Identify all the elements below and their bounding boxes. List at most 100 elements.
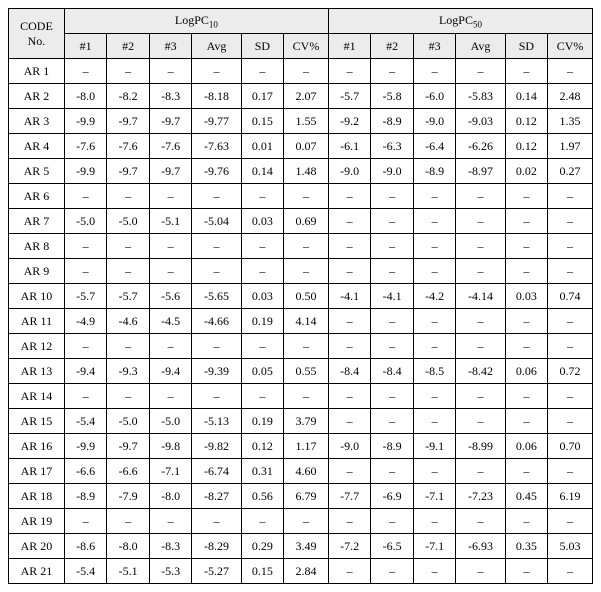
cell-code: AR 14 bbox=[9, 384, 65, 409]
cell-value: – bbox=[505, 459, 548, 484]
cell-value: – bbox=[413, 209, 456, 234]
cell-value: 1.35 bbox=[548, 109, 593, 134]
cell-value: – bbox=[192, 509, 241, 534]
cell-value: -7.1 bbox=[413, 534, 456, 559]
cell-code: AR 20 bbox=[9, 534, 65, 559]
cell-value: -4.14 bbox=[456, 284, 505, 309]
cell-value: – bbox=[505, 59, 548, 84]
cell-value: -9.77 bbox=[192, 109, 241, 134]
header-sub-pc50-2: #2 bbox=[371, 34, 414, 59]
cell-value: 0.12 bbox=[505, 109, 548, 134]
cell-value: – bbox=[548, 509, 593, 534]
header-sub-pc50-3: #3 bbox=[413, 34, 456, 59]
cell-value: 0.02 bbox=[505, 159, 548, 184]
cell-value: 0.17 bbox=[241, 84, 284, 109]
cell-value: 0.35 bbox=[505, 534, 548, 559]
cell-value: 0.12 bbox=[505, 134, 548, 159]
cell-value: – bbox=[456, 459, 505, 484]
cell-value: – bbox=[413, 234, 456, 259]
table-row: AR 3-9.9-9.7-9.7-9.770.151.55-9.2-8.9-9.… bbox=[9, 109, 593, 134]
cell-value: -8.4 bbox=[371, 359, 414, 384]
cell-value: -8.9 bbox=[371, 109, 414, 134]
cell-value: -8.0 bbox=[149, 484, 192, 509]
cell-value: -9.9 bbox=[64, 434, 107, 459]
cell-value: -8.9 bbox=[64, 484, 107, 509]
cell-value: -5.3 bbox=[149, 559, 192, 584]
cell-code: AR 21 bbox=[9, 559, 65, 584]
table-row: AR 1–––––––––––– bbox=[9, 59, 593, 84]
cell-value: 0.19 bbox=[241, 309, 284, 334]
cell-value: – bbox=[149, 509, 192, 534]
cell-value: – bbox=[505, 409, 548, 434]
cell-value: -8.0 bbox=[107, 534, 150, 559]
cell-value: – bbox=[456, 309, 505, 334]
cell-value: – bbox=[149, 234, 192, 259]
header-group-logpc50: LogPC50 bbox=[328, 9, 592, 34]
cell-value: – bbox=[413, 184, 456, 209]
cell-value: 0.72 bbox=[548, 359, 593, 384]
cell-value: 0.19 bbox=[241, 409, 284, 434]
cell-value: – bbox=[284, 334, 329, 359]
cell-value: 0.14 bbox=[505, 84, 548, 109]
cell-value: – bbox=[548, 384, 593, 409]
cell-code: AR 10 bbox=[9, 284, 65, 309]
cell-value: 0.50 bbox=[284, 284, 329, 309]
cell-value: 0.45 bbox=[505, 484, 548, 509]
table-row: AR 18-8.9-7.9-8.0-8.270.566.79-7.7-6.9-7… bbox=[9, 484, 593, 509]
cell-code: AR 3 bbox=[9, 109, 65, 134]
cell-value: 0.03 bbox=[505, 284, 548, 309]
cell-value: 3.79 bbox=[284, 409, 329, 434]
cell-value: 0.15 bbox=[241, 559, 284, 584]
header-subrow: #1#2#3AvgSDCV%#1#2#3AvgSDCV% bbox=[9, 34, 593, 59]
cell-value: – bbox=[328, 59, 371, 84]
cell-value: – bbox=[284, 384, 329, 409]
cell-value: – bbox=[284, 59, 329, 84]
cell-value: 2.48 bbox=[548, 84, 593, 109]
cell-value: 0.03 bbox=[241, 209, 284, 234]
cell-value: – bbox=[64, 384, 107, 409]
cell-code: AR 12 bbox=[9, 334, 65, 359]
cell-value: -9.9 bbox=[64, 109, 107, 134]
cell-value: – bbox=[64, 184, 107, 209]
cell-value: 4.60 bbox=[284, 459, 329, 484]
cell-value: -7.2 bbox=[328, 534, 371, 559]
cell-code: AR 11 bbox=[9, 309, 65, 334]
cell-value: – bbox=[64, 334, 107, 359]
cell-value: 2.84 bbox=[284, 559, 329, 584]
cell-value: -7.6 bbox=[64, 134, 107, 159]
cell-value: 0.70 bbox=[548, 434, 593, 459]
cell-value: – bbox=[548, 559, 593, 584]
cell-value: 0.06 bbox=[505, 359, 548, 384]
table-row: AR 17-6.6-6.6-7.1-6.740.314.60–––––– bbox=[9, 459, 593, 484]
cell-value: – bbox=[107, 384, 150, 409]
cell-value: -8.99 bbox=[456, 434, 505, 459]
cell-value: – bbox=[241, 509, 284, 534]
cell-value: -6.74 bbox=[192, 459, 241, 484]
table-row: AR 11-4.9-4.6-4.5-4.660.194.14–––––– bbox=[9, 309, 593, 334]
cell-value: – bbox=[284, 509, 329, 534]
cell-value: -9.0 bbox=[371, 159, 414, 184]
cell-value: -5.7 bbox=[107, 284, 150, 309]
cell-value: – bbox=[456, 259, 505, 284]
cell-value: -8.42 bbox=[456, 359, 505, 384]
cell-value: – bbox=[505, 259, 548, 284]
cell-value: -9.39 bbox=[192, 359, 241, 384]
cell-value: – bbox=[107, 234, 150, 259]
cell-value: – bbox=[413, 509, 456, 534]
cell-value: -8.4 bbox=[328, 359, 371, 384]
cell-value: – bbox=[548, 259, 593, 284]
cell-value: – bbox=[505, 334, 548, 359]
cell-value: -6.6 bbox=[107, 459, 150, 484]
data-table: CODENo. LogPC10 LogPC50 #1#2#3AvgSDCV%#1… bbox=[8, 8, 593, 584]
cell-value: – bbox=[107, 259, 150, 284]
cell-value: – bbox=[371, 234, 414, 259]
cell-value: – bbox=[192, 259, 241, 284]
cell-value: – bbox=[192, 384, 241, 409]
cell-value: -5.8 bbox=[371, 84, 414, 109]
cell-value: – bbox=[505, 309, 548, 334]
table-row: AR 14–––––––––––– bbox=[9, 384, 593, 409]
cell-value: -9.7 bbox=[107, 159, 150, 184]
cell-value: -5.7 bbox=[328, 84, 371, 109]
cell-value: -9.3 bbox=[107, 359, 150, 384]
cell-value: – bbox=[371, 559, 414, 584]
